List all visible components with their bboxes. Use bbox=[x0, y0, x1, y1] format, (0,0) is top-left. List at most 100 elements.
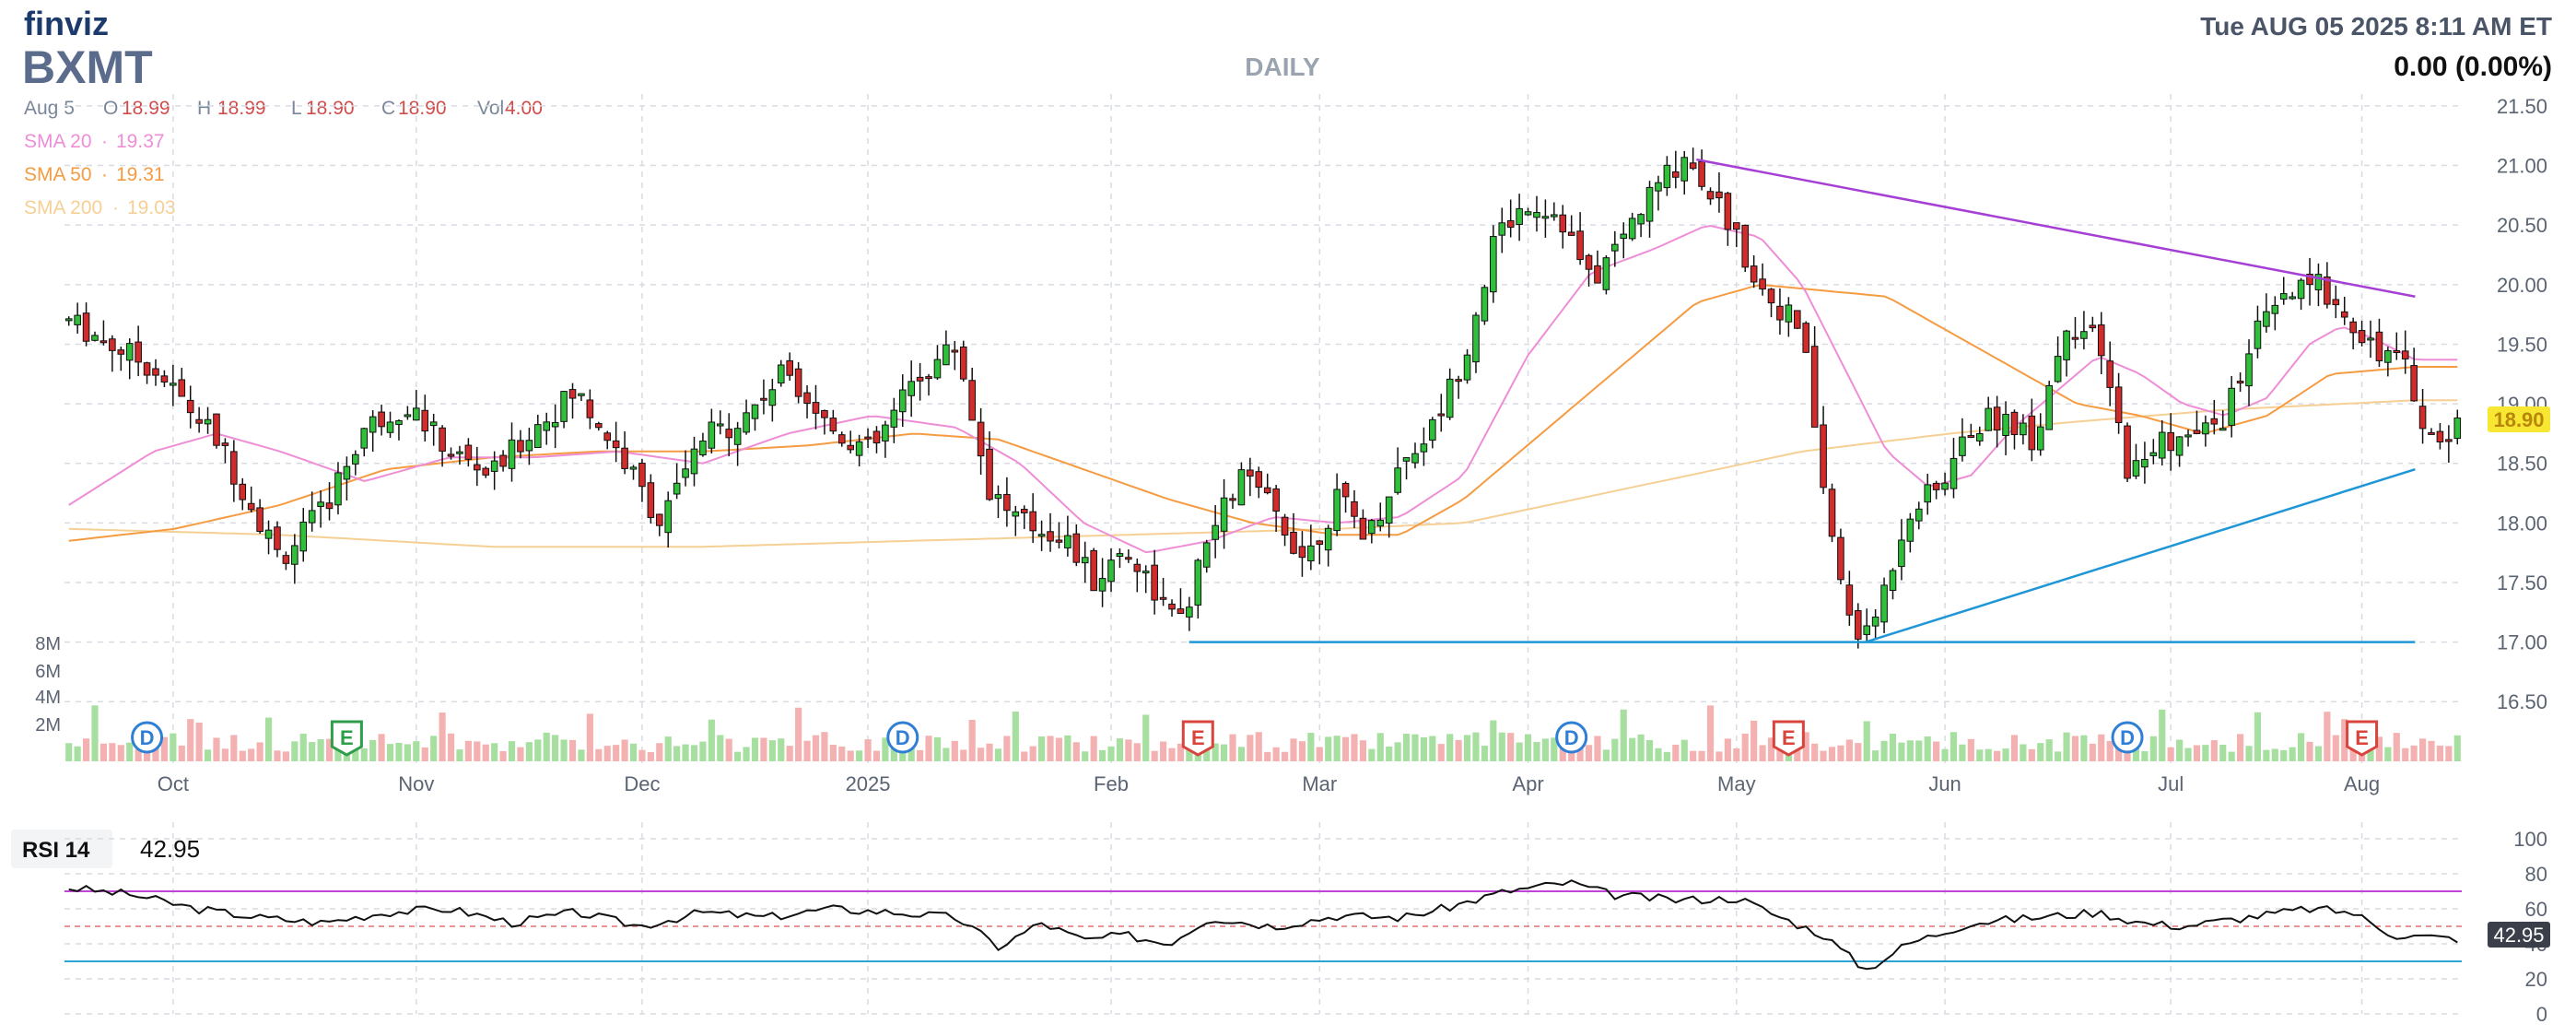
sma200-sep: · bbox=[112, 197, 119, 218]
candle-body bbox=[2080, 331, 2088, 339]
candle-body bbox=[1003, 493, 1011, 512]
candle-body bbox=[360, 428, 369, 449]
candle-body bbox=[2384, 350, 2392, 363]
candle-body bbox=[2089, 324, 2097, 329]
volume-bar bbox=[1272, 747, 1280, 761]
volume-bar bbox=[2445, 746, 2453, 761]
volume-bar bbox=[1160, 741, 1167, 761]
candle-body bbox=[708, 421, 716, 449]
volume-bar bbox=[248, 748, 255, 761]
dividend-marker bbox=[2111, 721, 2144, 754]
event-letter: D bbox=[2120, 726, 2135, 749]
volume-bar bbox=[708, 719, 715, 761]
candle-body bbox=[100, 340, 108, 344]
volume-bar bbox=[595, 748, 603, 761]
candle-body bbox=[1168, 603, 1176, 610]
trendlines[interactable] bbox=[1188, 158, 2416, 643]
candlesticks[interactable] bbox=[64, 147, 2462, 649]
candle-body bbox=[933, 359, 942, 379]
volume-bar bbox=[1229, 734, 1236, 761]
moving-averages bbox=[68, 224, 2458, 554]
volume-bar bbox=[664, 736, 672, 761]
volume-bar bbox=[274, 750, 281, 761]
candle-body bbox=[64, 318, 73, 322]
volume-bar bbox=[109, 743, 116, 761]
volume-bar bbox=[2141, 751, 2149, 761]
legend-high-key: H bbox=[197, 98, 211, 119]
volume-bar bbox=[1994, 750, 2001, 761]
candle-body bbox=[1810, 346, 1819, 428]
candle-body bbox=[951, 349, 959, 353]
volume-bar bbox=[1507, 733, 1515, 761]
candle-body bbox=[204, 418, 212, 425]
candle-body bbox=[1914, 508, 1923, 522]
sma50-value: 19.31 bbox=[116, 164, 165, 185]
candle-body bbox=[2219, 428, 2227, 431]
candle-body bbox=[1533, 212, 1540, 218]
volume-bar bbox=[1967, 738, 1974, 761]
sma50-sep: · bbox=[101, 164, 108, 185]
volume-bar bbox=[2289, 747, 2296, 761]
volume-bar bbox=[317, 739, 324, 761]
candle-body bbox=[925, 376, 932, 380]
volume-bar bbox=[1116, 738, 1124, 761]
candle-body bbox=[1880, 584, 1888, 623]
volume-bar bbox=[1811, 743, 1819, 761]
candle-body bbox=[534, 424, 542, 449]
candle-body bbox=[638, 463, 646, 488]
volume-bar bbox=[74, 746, 81, 761]
volume-bar bbox=[430, 736, 438, 761]
candle-body bbox=[1828, 489, 1836, 537]
volume-bar bbox=[768, 740, 776, 761]
volume-bar bbox=[2193, 745, 2201, 761]
volume-bar bbox=[925, 736, 932, 761]
candle-body bbox=[369, 416, 377, 433]
volume-bar bbox=[1247, 735, 1254, 761]
candle-body bbox=[395, 419, 403, 426]
price-tick-label: 18.00 bbox=[2497, 512, 2547, 535]
candle-body bbox=[482, 467, 490, 476]
earnings-marker bbox=[2346, 720, 2379, 757]
volume-bar bbox=[673, 746, 681, 761]
candle-body bbox=[760, 397, 767, 401]
volume-bar bbox=[1802, 732, 1809, 761]
volume-bar bbox=[864, 739, 872, 761]
rsi-panel[interactable]: RSI 14 42.95 100806040200 42.95 bbox=[11, 828, 2550, 1026]
volume-bar bbox=[882, 737, 889, 761]
volume-bar bbox=[1012, 711, 1019, 761]
candle-body bbox=[1620, 233, 1628, 240]
lower-support-line bbox=[1865, 467, 2416, 643]
candle-body bbox=[135, 341, 142, 363]
volume-bar bbox=[2410, 745, 2418, 761]
candle-body bbox=[1715, 191, 1723, 199]
volume-bar bbox=[847, 750, 854, 761]
candle-body bbox=[1898, 539, 1905, 568]
volume-bar bbox=[1021, 751, 1028, 761]
volume-bar bbox=[2045, 739, 2053, 761]
volume-bar bbox=[552, 735, 559, 761]
candle-body bbox=[1785, 304, 1793, 323]
volume-bar bbox=[603, 746, 611, 761]
volume-bar bbox=[1351, 734, 1358, 761]
brand-logo[interactable]: finviz bbox=[24, 5, 109, 42]
volume-bar bbox=[1941, 748, 1949, 761]
volume-bar bbox=[464, 740, 472, 761]
volume-bar bbox=[2324, 712, 2331, 761]
volume-bar bbox=[1620, 709, 1627, 761]
candle-body bbox=[2124, 425, 2131, 479]
candle-body bbox=[1594, 265, 1601, 284]
volume-bar bbox=[195, 723, 203, 761]
volume-bar bbox=[994, 748, 1002, 761]
candle-body bbox=[447, 453, 455, 457]
volume-bar bbox=[1455, 739, 1462, 761]
rsi-tick-label: 80 bbox=[2525, 863, 2547, 886]
candle-body bbox=[2184, 434, 2192, 438]
volume-tick-label: 2M bbox=[35, 715, 61, 736]
candle-body bbox=[2436, 430, 2444, 442]
volume-bar bbox=[856, 750, 863, 761]
volume-bar bbox=[1325, 736, 1332, 761]
candle-body bbox=[968, 380, 976, 421]
date-tick-label: Aug bbox=[2344, 772, 2380, 795]
